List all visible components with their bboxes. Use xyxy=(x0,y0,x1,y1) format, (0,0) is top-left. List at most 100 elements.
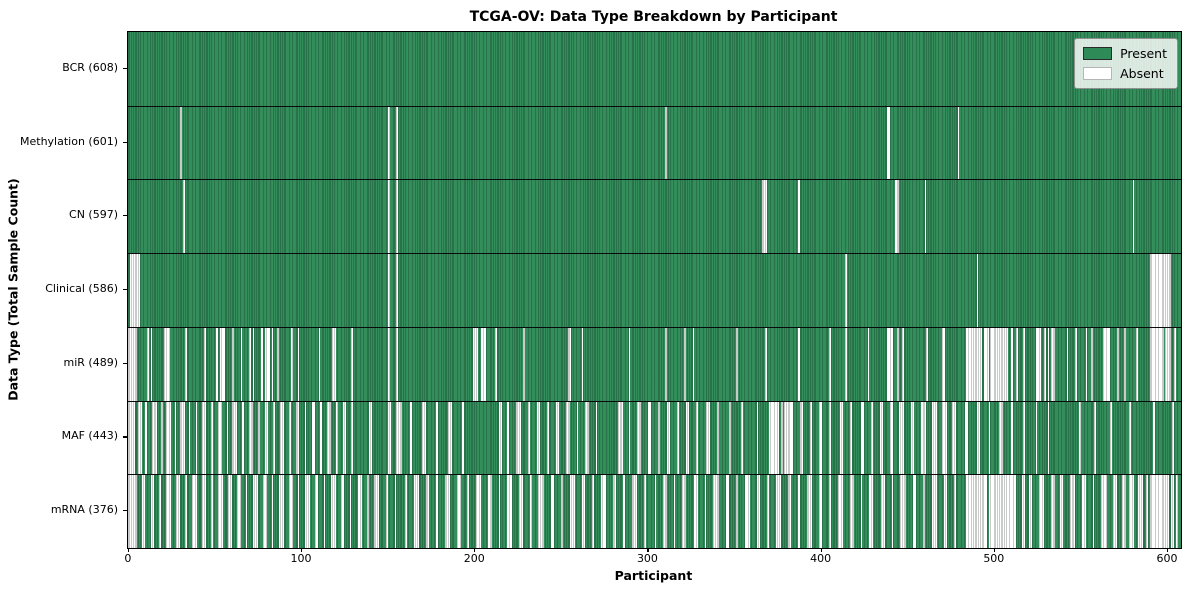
absent-segment xyxy=(413,474,419,548)
absent-segment xyxy=(498,474,501,548)
legend-label-present: Present xyxy=(1120,46,1167,61)
y-tick-mark xyxy=(123,289,127,291)
absent-segment xyxy=(954,474,956,548)
absent-segment xyxy=(396,400,402,475)
absent-segment xyxy=(600,474,606,548)
absent-segment xyxy=(405,474,407,548)
absent-segment xyxy=(1103,326,1110,401)
absent-segment xyxy=(798,179,800,254)
absent-segment xyxy=(202,474,206,548)
absent-segment xyxy=(176,474,180,548)
absent-segment xyxy=(581,474,586,548)
absent-segment xyxy=(335,400,338,475)
absent-segment xyxy=(252,326,255,401)
absent-segment xyxy=(261,326,264,401)
absent-segment xyxy=(1078,400,1081,475)
absent-segment xyxy=(436,474,438,548)
absent-segment xyxy=(387,105,390,180)
absent-segment xyxy=(1172,400,1175,475)
x-tick-mark xyxy=(993,548,995,552)
absent-segment xyxy=(765,326,768,401)
absent-segment xyxy=(351,400,354,475)
x-tick-label: 200 xyxy=(463,552,485,565)
absent-segment xyxy=(924,179,927,254)
absent-segment xyxy=(819,400,823,475)
heatmap-row-cn xyxy=(128,179,1181,254)
absent-segment xyxy=(806,474,813,548)
row-separator xyxy=(128,179,1181,181)
absent-segment xyxy=(519,474,523,548)
absent-segment xyxy=(585,400,589,475)
y-tick-label-mrna: mRNA (376) xyxy=(50,503,118,517)
absent-segment xyxy=(988,474,1017,548)
x-tick-label: 0 xyxy=(124,552,132,565)
absent-segment xyxy=(174,400,177,475)
absent-segment xyxy=(216,326,219,401)
absent-segment xyxy=(150,326,153,401)
absent-segment xyxy=(472,326,478,401)
absent-segment xyxy=(595,400,598,475)
absent-segment xyxy=(252,474,258,548)
row-separator xyxy=(128,400,1181,402)
absent-segment xyxy=(396,326,399,401)
absent-segment xyxy=(188,400,191,475)
absent-segment xyxy=(1129,474,1135,548)
absent-segment xyxy=(425,474,430,548)
absent-segment xyxy=(467,474,470,548)
absent-segment xyxy=(249,326,251,401)
absent-segment xyxy=(1085,326,1088,401)
absent-segment xyxy=(536,400,541,475)
absent-segment xyxy=(297,326,300,401)
absent-segment xyxy=(1038,474,1045,548)
absent-segment xyxy=(1170,474,1175,548)
absent-segment xyxy=(1023,400,1026,475)
absent-segment xyxy=(1011,400,1013,475)
absent-segment xyxy=(1023,326,1026,401)
absent-segment xyxy=(988,400,991,475)
absent-segment xyxy=(1129,400,1131,475)
y-tick-mark xyxy=(123,362,127,364)
absent-segment xyxy=(990,326,1008,401)
absent-segment xyxy=(692,326,695,401)
absent-segment xyxy=(683,326,686,401)
y-tick-label-bcr: BCR (608) xyxy=(62,60,118,74)
absent-segment xyxy=(164,326,170,401)
absent-segment xyxy=(1149,326,1164,401)
absent-segment xyxy=(567,326,572,401)
absent-segment xyxy=(315,474,319,548)
absent-segment xyxy=(644,474,646,548)
y-tick-label-cn: CN (597) xyxy=(69,208,118,222)
absent-segment xyxy=(138,400,142,475)
heatmap-row-mrna xyxy=(128,474,1181,548)
absent-segment xyxy=(1047,400,1050,475)
absent-segment xyxy=(1070,474,1076,548)
absent-segment xyxy=(618,400,624,475)
absent-segment xyxy=(185,326,187,401)
absent-segment xyxy=(581,326,584,401)
absent-segment xyxy=(218,400,222,475)
absent-segment xyxy=(481,326,487,401)
absent-segment xyxy=(716,400,719,475)
absent-segment xyxy=(829,474,832,548)
absent-segment xyxy=(242,400,245,475)
heatmap-row-maf xyxy=(128,400,1181,475)
absent-segment xyxy=(881,474,885,548)
absent-segment xyxy=(476,474,482,548)
absent-segment xyxy=(444,474,451,548)
absent-segment xyxy=(422,400,426,475)
absent-segment xyxy=(150,474,154,548)
row-separator xyxy=(128,326,1181,328)
x-tick-label: 300 xyxy=(636,552,658,565)
absent-segment xyxy=(706,400,710,475)
absent-segment xyxy=(900,474,906,548)
absent-segment xyxy=(341,474,345,548)
absent-segment xyxy=(410,400,413,475)
absent-segment xyxy=(704,474,707,548)
y-tick-mark xyxy=(123,67,127,70)
absent-segment xyxy=(1044,326,1046,401)
absent-segment xyxy=(358,474,362,548)
absent-segment xyxy=(330,474,336,548)
absent-segment xyxy=(576,400,579,475)
absent-segment xyxy=(289,400,291,475)
